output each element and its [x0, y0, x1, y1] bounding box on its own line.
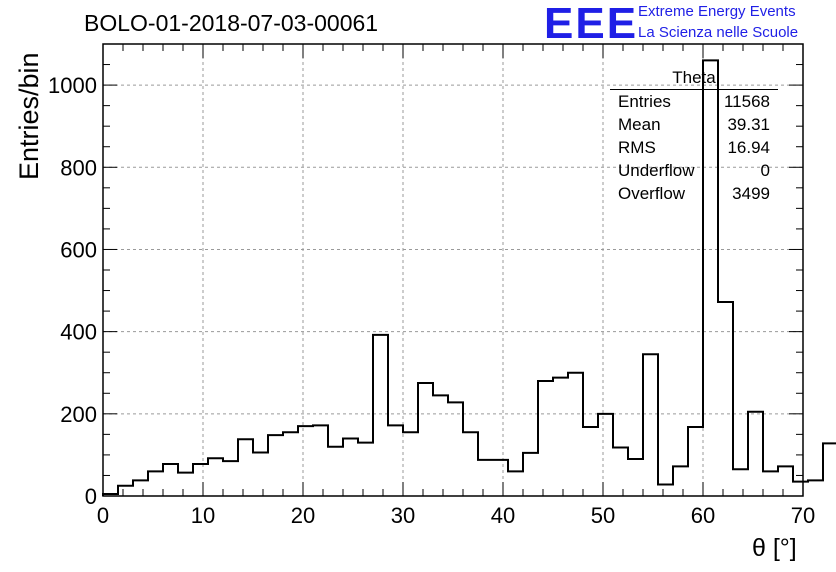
x-tick-labels: 0 10 20 30 40 50 60 70	[97, 503, 815, 528]
x-tick-label: 40	[491, 503, 515, 528]
x-tick-label: 60	[691, 503, 715, 528]
histogram-bin	[673, 466, 688, 496]
stats-row-underflow: Underflow 0	[618, 161, 770, 183]
histogram-bin	[208, 458, 223, 496]
stats-row-rms: RMS 16.94	[618, 138, 770, 160]
stats-value: 39.31	[727, 115, 770, 134]
y-tick-labels: 0 200 400 600 800 1000	[48, 73, 97, 509]
y-axis-label-container: Entries/bin	[6, 52, 46, 190]
histogram-bin	[178, 473, 193, 496]
chart-title: BOLO-01-2018-07-03-00061	[84, 10, 379, 36]
histogram-bin	[493, 460, 508, 496]
stats-value: 0	[760, 161, 770, 180]
histogram-bin	[598, 414, 613, 496]
histogram-bin	[628, 459, 643, 496]
y-tick-label: 800	[60, 155, 97, 180]
histogram-bin	[658, 484, 673, 496]
histogram-bin	[613, 448, 628, 496]
histogram-bin	[238, 439, 253, 496]
histogram-bin	[463, 432, 478, 496]
histogram-bin	[688, 427, 703, 496]
histogram-bin	[808, 480, 823, 496]
histogram-bin	[283, 432, 298, 496]
histogram-bin	[508, 471, 523, 496]
y-tick-label: 600	[60, 237, 97, 262]
histogram-bin	[748, 412, 763, 496]
logo-line-2: La Scienza nelle Scuole	[638, 24, 799, 41]
histogram-bin	[448, 402, 463, 496]
stats-key: Entries	[618, 92, 671, 111]
histogram-bin	[358, 443, 373, 496]
y-tick-label: 200	[60, 402, 97, 427]
histogram-bin	[313, 425, 328, 496]
histogram-bin	[763, 471, 778, 496]
histogram-bin	[568, 373, 583, 496]
histogram-bin	[583, 427, 598, 496]
histogram-bin	[478, 460, 493, 496]
histogram-bin	[793, 482, 808, 496]
histogram-bin	[223, 461, 238, 496]
stats-row-overflow: Overflow 3499	[618, 184, 770, 206]
histogram-bin	[718, 302, 733, 496]
stats-value: 3499	[732, 184, 770, 203]
stats-key: Overflow	[618, 184, 686, 203]
stats-key: Underflow	[618, 161, 695, 180]
histogram-bin	[298, 426, 313, 496]
y-tick-label: 1000	[48, 73, 97, 98]
histogram-bars	[102, 59, 836, 496]
stats-row-mean: Mean 39.31	[618, 115, 770, 137]
x-tick-label: 0	[97, 503, 109, 528]
histogram-bin	[733, 469, 748, 496]
histogram-bin	[328, 447, 343, 496]
histogram-bin	[553, 378, 568, 496]
logo-line-1: Extreme Energy Events	[638, 3, 796, 20]
histogram-bin	[418, 383, 433, 496]
x-tick-label: 20	[291, 503, 315, 528]
histogram-bin	[538, 381, 553, 496]
histogram-bin	[433, 395, 448, 496]
histogram-bin	[373, 335, 388, 496]
histogram-bin	[163, 464, 178, 496]
x-axis-label: θ [°]	[752, 534, 797, 562]
stats-separator	[610, 89, 778, 90]
histogram-bin	[823, 443, 836, 496]
histogram-bin	[268, 435, 283, 496]
histogram-bin	[193, 464, 208, 496]
histogram-bin	[253, 452, 268, 496]
stats-key: RMS	[618, 138, 656, 157]
y-axis-label: Entries/bin	[14, 52, 44, 180]
histogram-bin	[343, 438, 358, 496]
stats-title: Theta	[672, 68, 716, 87]
eee-logo-mark: EEE	[544, 0, 639, 48]
histogram-bin	[403, 432, 418, 496]
histogram-bin	[523, 453, 538, 496]
histogram-bin	[118, 486, 133, 496]
y-tick-label: 400	[60, 320, 97, 345]
grid-lines	[103, 44, 803, 496]
histogram-bin	[643, 354, 658, 496]
histogram-bin	[388, 425, 403, 496]
histogram-bin	[133, 480, 148, 496]
x-tick-label: 10	[191, 503, 215, 528]
x-tick-label: 70	[791, 503, 815, 528]
histogram-bin	[778, 466, 793, 496]
stats-row-entries: Entries 11568	[618, 92, 770, 114]
axes	[102, 43, 804, 497]
x-tick-label: 30	[391, 503, 415, 528]
histogram-outline	[102, 59, 836, 496]
stats-key: Mean	[618, 115, 661, 134]
histogram-bin	[148, 471, 163, 496]
y-tick-label: 0	[85, 484, 97, 509]
stats-value: 16.94	[727, 138, 770, 157]
stats-value: 11568	[723, 92, 770, 111]
x-tick-label: 50	[591, 503, 615, 528]
